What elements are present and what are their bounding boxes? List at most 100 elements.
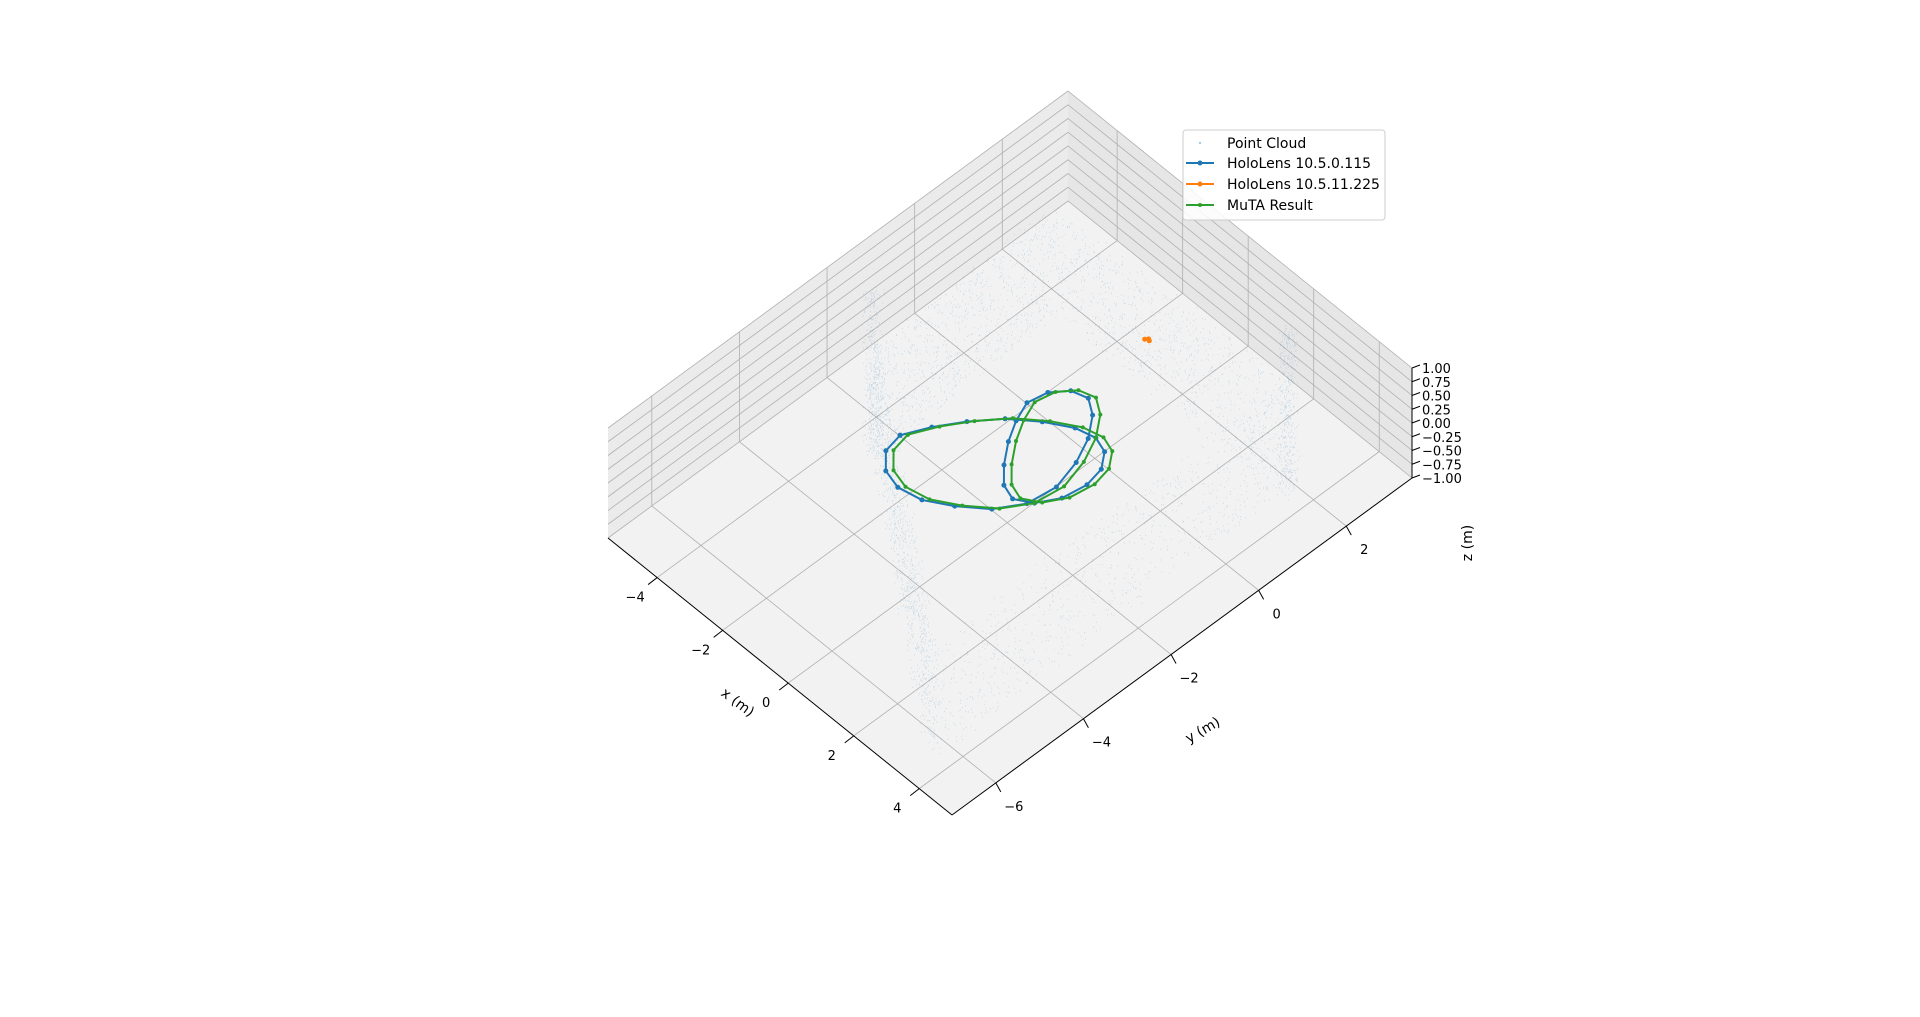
legend-marker-hololens-1	[1197, 160, 1203, 166]
trajectory-point-muta	[1081, 459, 1086, 464]
legend: Point Cloud HoloLens 10.5.0.115 HoloLens…	[1182, 129, 1386, 221]
y-tick-mark	[1258, 590, 1265, 600]
z-tick-label: 0.75	[1422, 376, 1451, 391]
gridline-z	[607, 117, 1413, 456]
trajectory-layer	[883, 336, 1152, 512]
x-tick-label: 4	[893, 802, 901, 817]
trajectory-point-muta	[891, 448, 896, 453]
z-tick-mark	[1411, 392, 1421, 396]
gridline-z	[607, 200, 1413, 539]
trajectory-point-muta	[972, 419, 977, 424]
x-tick-label: −4	[626, 591, 645, 606]
legend-label-muta: MuTA Result	[1227, 198, 1313, 214]
point-cloud-points	[862, 207, 1300, 755]
grid-lines	[607, 90, 1413, 789]
trajectory-point-muta	[1021, 418, 1026, 423]
x-tick-mark	[844, 735, 855, 744]
x-tick-label: −2	[691, 643, 710, 658]
legend-entry-muta: MuTA Result	[1186, 198, 1313, 214]
trajectory-point-hololens-1	[1010, 496, 1016, 502]
trajectory-point-muta	[1101, 435, 1106, 440]
gridline-z	[607, 145, 1413, 484]
z-axis-label: z (m)	[1460, 525, 1476, 561]
trajectory-point-muta	[1094, 395, 1098, 400]
x-tick-mark	[909, 788, 920, 797]
legend-marker-hololens-2	[1197, 181, 1203, 187]
trajectory-point-muta	[1093, 435, 1098, 440]
trajectory-point-muta	[1009, 462, 1014, 467]
z-tick-mark	[1411, 474, 1421, 479]
y-tick-mark	[1082, 718, 1089, 728]
y-tick-mark	[1170, 654, 1177, 664]
z-tick-label: 0.25	[1422, 403, 1451, 418]
y-tick-mark	[1345, 525, 1352, 536]
trajectory-point-hololens-1	[895, 484, 901, 490]
trajectory-point-hololens-1	[897, 432, 903, 438]
z-tick-label: 0.50	[1422, 390, 1451, 405]
legend-label-hololens-2: HoloLens 10.5.11.225	[1227, 177, 1380, 193]
legend-frame	[1182, 129, 1386, 221]
legend-entry-point-cloud: Point Cloud	[1198, 136, 1306, 152]
z-tick-label: −1.00	[1422, 472, 1462, 487]
trajectory-point-hololens-1	[1085, 395, 1091, 401]
y-axis-label: y (m)	[1183, 714, 1223, 747]
gridline-z	[607, 104, 1413, 443]
trajectory-point-hololens-1	[1090, 412, 1096, 418]
trajectory-point-hololens-1	[919, 497, 925, 503]
trajectory-point-muta	[1110, 449, 1115, 454]
z-tick-mark	[1411, 419, 1421, 424]
trajectory-point-hololens-2	[1142, 336, 1148, 342]
trajectory-point-hololens-2	[1146, 338, 1152, 344]
trajectory-point-muta	[1032, 400, 1037, 405]
legend-entry-hololens-1: HoloLens 10.5.0.115	[1186, 156, 1371, 172]
trajectory-point-muta	[1032, 501, 1037, 506]
point-cloud-layer	[862, 207, 1300, 755]
trajectory-point-muta	[937, 424, 942, 429]
z-tick-label: −0.25	[1422, 431, 1462, 446]
trajectory-point-muta	[1009, 482, 1014, 487]
z-tick-mark	[1411, 460, 1421, 465]
trajectory-point-muta	[1053, 390, 1058, 394]
trajectory-point-hololens-1	[1024, 400, 1030, 406]
trajectory-point-hololens-1	[1045, 390, 1051, 395]
x-tick-mark	[778, 682, 789, 691]
gridline-z	[607, 172, 1413, 511]
trajectory-point-muta	[1048, 419, 1052, 424]
x-tick-mark	[647, 577, 658, 585]
legend-marker-point-cloud	[1198, 141, 1202, 145]
trajectory-point-hololens-1	[1098, 466, 1104, 472]
z-tick-mark	[1411, 364, 1421, 369]
legend-entry-hololens-2: HoloLens 10.5.11.225	[1186, 177, 1380, 193]
trajectory-point-hololens-1	[1005, 439, 1011, 445]
z-tick-mark	[1411, 433, 1421, 438]
y-tick-label: 0	[1273, 607, 1281, 622]
trajectory-point-muta	[927, 497, 932, 502]
gridline-z	[607, 131, 1413, 470]
trajectory-point-muta	[1107, 466, 1111, 471]
y-tick-mark	[995, 782, 1002, 793]
z-tick-mark	[1411, 405, 1421, 410]
trajectory-point-muta	[1010, 416, 1015, 421]
trajectory-point-muta	[891, 468, 896, 473]
trajectory-point-muta	[1018, 496, 1023, 501]
trajectory-point-hololens-1	[883, 468, 889, 474]
trajectory-point-hololens-1	[1073, 460, 1079, 465]
trajectory-point-hololens-1	[1084, 482, 1090, 488]
x-axis-label: x (m)	[718, 685, 757, 720]
trajectory-point-muta	[1076, 388, 1081, 393]
legend-label-hololens-1: HoloLens 10.5.0.115	[1227, 156, 1371, 172]
x-axis-line	[607, 537, 953, 816]
y-axis-line	[951, 477, 1413, 816]
trajectory-point-muta	[903, 484, 908, 489]
trajectory-point-muta	[1092, 482, 1097, 487]
y-tick-label: 2	[1360, 543, 1368, 558]
z-tick-label: −0.50	[1422, 445, 1462, 460]
floor-pane	[608, 201, 1412, 815]
gridline-z	[607, 159, 1413, 498]
z-tick-label: 0.00	[1422, 417, 1451, 432]
x-tick-mark	[713, 629, 723, 638]
trajectory-point-muta	[1098, 412, 1103, 417]
trajectory-point-muta	[960, 503, 965, 508]
